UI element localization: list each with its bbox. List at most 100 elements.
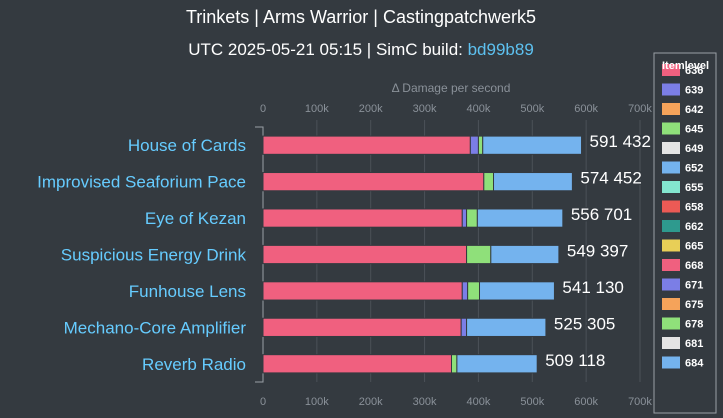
legend-label[interactable]: 681: [685, 338, 703, 350]
bar-segment[interactable]: [456, 354, 538, 374]
legend-label[interactable]: 662: [685, 221, 703, 233]
category-label[interactable]: Mechano-Core Amplifier: [64, 318, 247, 337]
legend-label[interactable]: 652: [685, 163, 703, 175]
legend-swatch[interactable]: [662, 239, 680, 252]
subtitle-prefix: UTC 2025-05-21 05:15 | SimC build:: [188, 40, 467, 59]
category-label[interactable]: Eye of Kezan: [145, 209, 246, 228]
tick-label: 700k: [628, 396, 652, 408]
tick-label: 600k: [574, 103, 598, 115]
legend-swatch[interactable]: [662, 200, 680, 213]
tick-label: 100k: [305, 396, 329, 408]
tick-label: 200k: [359, 396, 383, 408]
total-value-label: 541 130: [562, 278, 623, 297]
bar-segment[interactable]: [482, 135, 583, 155]
legend-swatch[interactable]: [662, 298, 680, 310]
bar-segment[interactable]: [466, 208, 478, 228]
tick-label: 300k: [413, 396, 437, 408]
legend-swatch[interactable]: [662, 317, 680, 330]
tick-label: 600k: [574, 396, 598, 408]
bar-segment[interactable]: [493, 172, 573, 192]
legend-box: [653, 52, 717, 414]
legend-swatch[interactable]: [662, 278, 680, 291]
total-value-label: 525 305: [554, 314, 615, 333]
bar-segment[interactable]: [476, 208, 564, 228]
category-label[interactable]: Funhouse Lens: [129, 282, 246, 301]
legend-title: Itemlevel: [662, 60, 709, 72]
bar-segment[interactable]: [461, 208, 468, 228]
legend-swatch[interactable]: [662, 122, 680, 135]
category-axis-line: [255, 126, 264, 383]
bar-segment[interactable]: [479, 281, 555, 301]
bar-segment[interactable]: [466, 244, 492, 265]
chart-subtitle: UTC 2025-05-21 05:15 | SimC build: bd99b…: [188, 40, 534, 59]
bar-segment[interactable]: [262, 354, 452, 374]
bar-segment[interactable]: [262, 172, 485, 192]
legend-swatch[interactable]: [662, 103, 680, 115]
tick-label: 0: [260, 103, 266, 115]
legend: 636 639 642 645 649 652 655 658 662 665 668 671 675 6…: [653, 52, 717, 414]
legend-swatch[interactable]: [662, 259, 680, 271]
legend-label[interactable]: 678: [685, 319, 703, 331]
legend-label[interactable]: 639: [685, 85, 703, 97]
tick-label: 500k: [520, 103, 544, 115]
bar-segment[interactable]: [461, 281, 469, 301]
bar-segment[interactable]: [460, 317, 468, 337]
simc-build-link[interactable]: bd99b89: [468, 40, 534, 59]
category-labels: House of Cards Improvised Seaforium Pace E…: [37, 136, 246, 374]
value-axis-title: Δ Damage per second: [392, 81, 511, 95]
legend-label[interactable]: 675: [685, 299, 703, 311]
legend-label[interactable]: 655: [685, 182, 703, 194]
tick-label: 400k: [466, 103, 490, 115]
legend-swatch[interactable]: [662, 83, 680, 96]
bar-segment[interactable]: [262, 244, 468, 265]
bar-segment[interactable]: [483, 172, 495, 192]
legend-label[interactable]: 636: [685, 65, 703, 77]
legend-swatch[interactable]: [662, 181, 680, 193]
tick-label: 400k: [466, 396, 490, 408]
bar-group: [262, 135, 583, 374]
tick-label: 100k: [305, 103, 329, 115]
legend-swatch[interactable]: [662, 142, 680, 154]
legend-label[interactable]: 642: [685, 104, 703, 116]
bar-segment[interactable]: [262, 135, 471, 155]
bar-segment[interactable]: [467, 281, 481, 301]
category-label[interactable]: Reverb Radio: [142, 355, 246, 374]
category-label[interactable]: Improvised Seaforium Pace: [37, 173, 246, 192]
legend-swatch[interactable]: [662, 337, 680, 349]
bar-segment[interactable]: [262, 317, 462, 337]
total-value-label: 591 432: [590, 132, 651, 151]
bar-segment[interactable]: [451, 354, 458, 374]
bar-segment[interactable]: [477, 135, 484, 155]
tick-label: 700k: [628, 103, 652, 115]
bar-segment[interactable]: [262, 281, 463, 301]
bar-segment[interactable]: [262, 208, 463, 228]
legend-label[interactable]: 684: [685, 358, 704, 370]
bar-segment[interactable]: [490, 244, 560, 265]
legend-label[interactable]: 645: [685, 124, 703, 136]
legend-label[interactable]: 649: [685, 143, 703, 155]
legend-swatch[interactable]: [662, 356, 680, 369]
legend-swatch[interactable]: [662, 64, 680, 76]
category-label[interactable]: House of Cards: [128, 136, 246, 155]
bar-segment[interactable]: [469, 135, 479, 155]
tick-label: 0: [260, 396, 266, 408]
tick-label: 300k: [413, 103, 437, 115]
total-value-label: 556 701: [571, 205, 632, 224]
legend-label[interactable]: 658: [685, 202, 703, 214]
legend-label[interactable]: 671: [685, 280, 703, 292]
category-label[interactable]: Suspicious Energy Drink: [61, 246, 247, 265]
legend-swatch[interactable]: [662, 220, 680, 232]
bar-segment[interactable]: [466, 317, 547, 337]
tick-label: 500k: [520, 396, 544, 408]
top-axis-ticks: 0 100k 200k 300k 400k 500k 600k 700k: [260, 103, 652, 115]
chart-title: Trinkets | Arms Warrior | Castingpatchwe…: [186, 7, 536, 27]
legend-label[interactable]: 668: [685, 260, 703, 272]
bottom-axis-ticks: 0 100k 200k 300k 400k 500k 600k 700k: [260, 396, 652, 408]
total-value-label: 509 118: [545, 351, 605, 370]
legend-swatch[interactable]: [662, 161, 680, 174]
legend-label[interactable]: 665: [685, 241, 703, 253]
tick-label: 200k: [359, 103, 383, 115]
total-value-label: 574 452: [580, 169, 641, 188]
total-labels: 591 432 574 452 556 701 549 397 541 130 525 3…: [544, 131, 653, 372]
